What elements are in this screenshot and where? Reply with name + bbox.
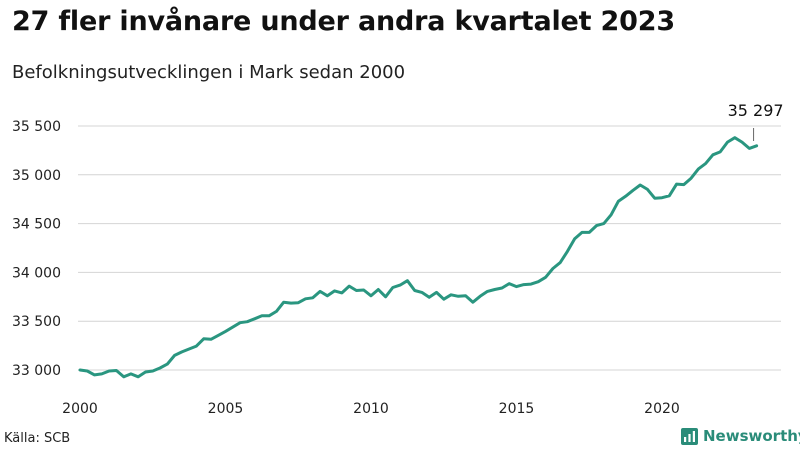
y-axis-tick-labels: 33 000 33 500 34 000 34 500 35 000 35 500 <box>12 119 61 379</box>
brand-logo: Newsworthy <box>681 427 800 445</box>
x-tick-label: 2000 <box>62 401 98 417</box>
y-tick-label: 34 500 <box>12 217 61 233</box>
annotation-label: 35 297 <box>728 101 784 120</box>
series-line <box>78 136 759 379</box>
x-tick-label: 2015 <box>499 401 535 417</box>
x-tick-label: 2010 <box>353 401 389 417</box>
x-tick-label: 2020 <box>644 401 680 417</box>
y-tick-label: 35 000 <box>12 168 61 184</box>
newsworthy-logo-icon <box>681 427 698 445</box>
chart-title: 27 fler invånare under andra kvartalet 2… <box>12 6 675 37</box>
y-tick-label: 34 000 <box>12 265 61 281</box>
gridlines <box>78 125 781 371</box>
series-layer <box>78 136 759 379</box>
x-axis-tick-labels: 2000 2005 2010 2015 2020 <box>62 401 680 417</box>
x-tick-label: 2005 <box>208 401 244 417</box>
source-note: Källa: SCB <box>4 431 71 446</box>
y-tick-label: 33 000 <box>12 363 61 379</box>
y-tick-label: 33 500 <box>12 314 61 330</box>
annotation-layer: 35 297 <box>728 101 784 141</box>
y-tick-label: 35 500 <box>12 119 61 135</box>
brand-name: Newsworthy <box>703 427 800 445</box>
chart-subtitle: Befolkningsutvecklingen i Mark sedan 200… <box>12 62 406 83</box>
